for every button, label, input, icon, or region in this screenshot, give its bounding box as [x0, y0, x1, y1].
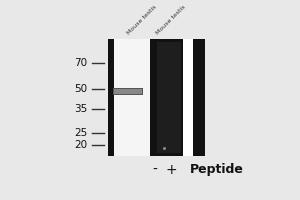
- Bar: [114, 89, 142, 94]
- Bar: [183, 39, 193, 156]
- Bar: [150, 39, 155, 156]
- Text: -: -: [152, 163, 157, 177]
- Text: Mouse testis: Mouse testis: [155, 4, 186, 36]
- Bar: [157, 42, 181, 153]
- Text: 50: 50: [74, 84, 88, 94]
- Bar: [108, 39, 205, 156]
- Bar: [113, 88, 143, 95]
- Text: Peptide: Peptide: [190, 163, 244, 176]
- Bar: [155, 39, 183, 156]
- Text: +: +: [165, 163, 177, 177]
- Bar: [113, 39, 150, 156]
- Text: 70: 70: [74, 58, 88, 68]
- Bar: [193, 39, 205, 156]
- Text: 35: 35: [74, 104, 88, 114]
- Text: 25: 25: [74, 128, 88, 138]
- Text: Mouse testis: Mouse testis: [126, 4, 157, 36]
- Bar: [108, 39, 113, 156]
- Text: 20: 20: [74, 140, 88, 150]
